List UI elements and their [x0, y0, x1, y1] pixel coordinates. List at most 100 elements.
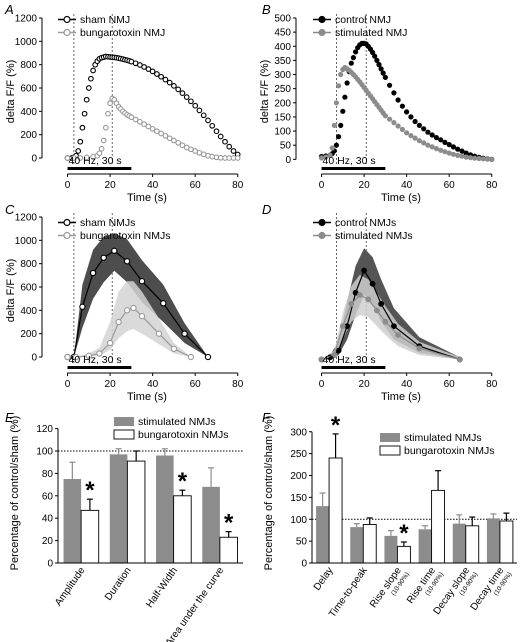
- data-point: [338, 122, 344, 128]
- y-tick-label: 50: [280, 141, 292, 152]
- bar: [80, 509, 100, 564]
- data-point: [171, 83, 177, 89]
- bar: [63, 479, 82, 563]
- panel-label: F: [262, 410, 271, 425]
- data-point: [98, 145, 105, 152]
- data-point: [421, 126, 427, 132]
- legend-entry: bungarotoxin NMJs: [80, 230, 170, 242]
- data-point: [77, 155, 84, 161]
- legend-entry: sham NMJ: [80, 14, 130, 26]
- data-point: [179, 142, 186, 149]
- stimulus-label: 40 Hz, 30 s: [323, 354, 376, 366]
- bar: [126, 460, 146, 564]
- y-tick-label: 300: [290, 427, 307, 438]
- series-control-NMJ: [318, 40, 495, 162]
- y-tick-label: 200: [274, 98, 291, 109]
- data-point: [399, 103, 406, 109]
- y-axis-label: Percentage of control/sham (%): [263, 416, 275, 571]
- data-point: [196, 107, 203, 114]
- y-tick-label: 150: [290, 493, 307, 504]
- data-point: [187, 353, 195, 361]
- data-point: [205, 117, 211, 124]
- band-stimulated-NMJs: [321, 274, 460, 360]
- panel-D: D 0 20 40 60 80 Time (s) 40 Hz, 30 s control NMJ…: [262, 202, 498, 403]
- data-point: [85, 352, 92, 359]
- legend-marker: [318, 15, 326, 24]
- data-point: [88, 75, 94, 82]
- data-point: [106, 339, 114, 347]
- data-point: [442, 149, 448, 155]
- data-point: [158, 130, 164, 137]
- data-point: [476, 155, 482, 162]
- y-tick-label: 0: [285, 155, 291, 166]
- significance-marker: *: [331, 412, 341, 439]
- data-point: [459, 153, 465, 159]
- data-point: [96, 350, 103, 357]
- data-point: [333, 100, 340, 106]
- x-tick-label: 20: [359, 180, 371, 191]
- bar: [109, 454, 128, 563]
- data-point: [433, 146, 440, 152]
- data-point: [217, 133, 224, 140]
- y-tick-label: 250: [274, 84, 291, 95]
- x-tick-label: 60: [190, 180, 202, 191]
- panel-C: C 0 200 400 600 800 1000 1200 0 20 40 60 80 Time (s) d…: [5, 202, 244, 403]
- data-point: [356, 292, 363, 298]
- x-tick-label: 80: [232, 180, 244, 191]
- y-tick-label: 1200: [15, 213, 38, 224]
- stimulus-bar: [67, 366, 132, 369]
- bar: [465, 525, 480, 564]
- y-tick-label: 100: [36, 447, 53, 458]
- y-tick-label: 300: [274, 70, 291, 81]
- data-point: [204, 353, 212, 361]
- data-point: [395, 123, 401, 129]
- x-tick-label: 20: [359, 379, 371, 390]
- axes: 0 20 40 60 80 Time (s): [319, 372, 498, 403]
- data-point: [342, 94, 348, 100]
- category-label: Amplitude: [53, 565, 88, 608]
- x-tick-label: 40: [401, 180, 413, 191]
- stimulus-label: 40 Hz, 30 s: [323, 155, 376, 167]
- x-tick-label: 40: [147, 379, 159, 390]
- bar: [452, 523, 466, 563]
- legend-entry: bungarotoxin NMJs: [138, 429, 228, 441]
- x-tick-label: 40: [147, 180, 159, 191]
- x-tick-label: 60: [444, 379, 456, 390]
- bar: [350, 527, 364, 563]
- series-stimulated-NMJs: [63, 448, 220, 563]
- data-point: [416, 345, 423, 352]
- data-point: [365, 296, 372, 303]
- y-tick-label: 400: [20, 107, 37, 118]
- legend-marker: [63, 28, 71, 37]
- y-axis-label: delta F/F (%): [5, 60, 17, 124]
- data-point: [183, 94, 190, 100]
- panel-label: A: [4, 2, 14, 17]
- data-point: [455, 152, 461, 158]
- data-point: [404, 109, 410, 115]
- data-point: [408, 133, 414, 139]
- data-point: [102, 124, 109, 131]
- data-point: [72, 353, 80, 361]
- y-tick-label: 1000: [15, 37, 38, 48]
- data-point: [350, 54, 357, 61]
- data-point: [373, 307, 380, 314]
- data-point: [378, 66, 384, 72]
- legend-entry: stimulated NMJs: [335, 230, 413, 242]
- y-tick-label: 100: [290, 515, 307, 526]
- y-tick-label: 1200: [15, 14, 38, 25]
- significance-marker: *: [399, 520, 409, 547]
- panel-label: E: [5, 410, 14, 425]
- category-label: Half-Width: [144, 565, 180, 610]
- x-axis-label: Time (s): [381, 391, 421, 403]
- data-point: [369, 280, 376, 287]
- data-point: [455, 146, 461, 152]
- significance-marker: *: [85, 477, 95, 504]
- data-point: [77, 138, 84, 145]
- data-point: [353, 49, 359, 55]
- legend-entry: stimulated NMJs: [404, 432, 482, 444]
- data-point: [141, 121, 147, 128]
- data-point: [230, 148, 237, 154]
- legend-swatch: [113, 429, 135, 440]
- series-stimulated-NMJs: [316, 492, 500, 563]
